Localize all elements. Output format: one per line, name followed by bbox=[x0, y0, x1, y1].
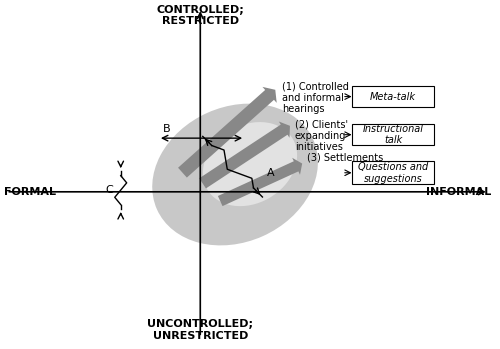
FancyBboxPatch shape bbox=[352, 161, 434, 184]
Text: (2) Clients'
expanding
initiatives: (2) Clients' expanding initiatives bbox=[295, 119, 348, 152]
FancyBboxPatch shape bbox=[352, 124, 434, 145]
Text: B: B bbox=[163, 124, 170, 134]
Text: Instructional
talk: Instructional talk bbox=[362, 124, 424, 146]
Text: (3) Settlements: (3) Settlements bbox=[307, 152, 384, 162]
Text: CONTROLLED;
RESTRICTED: CONTROLLED; RESTRICTED bbox=[156, 5, 244, 27]
Text: Meta-talk: Meta-talk bbox=[370, 91, 416, 102]
Text: UNCONTROLLED;
UNRESTRICTED: UNCONTROLLED; UNRESTRICTED bbox=[148, 319, 254, 341]
FancyBboxPatch shape bbox=[352, 86, 434, 107]
Ellipse shape bbox=[152, 104, 318, 245]
Text: INFORMAL: INFORMAL bbox=[426, 187, 491, 197]
Text: C: C bbox=[106, 185, 114, 195]
Ellipse shape bbox=[203, 122, 297, 206]
Text: Questions and
suggestions: Questions and suggestions bbox=[358, 162, 428, 184]
Text: FORMAL: FORMAL bbox=[4, 187, 56, 197]
Text: A: A bbox=[268, 168, 275, 178]
Text: (1) Controlled
and informal
hearings: (1) Controlled and informal hearings bbox=[282, 81, 349, 114]
